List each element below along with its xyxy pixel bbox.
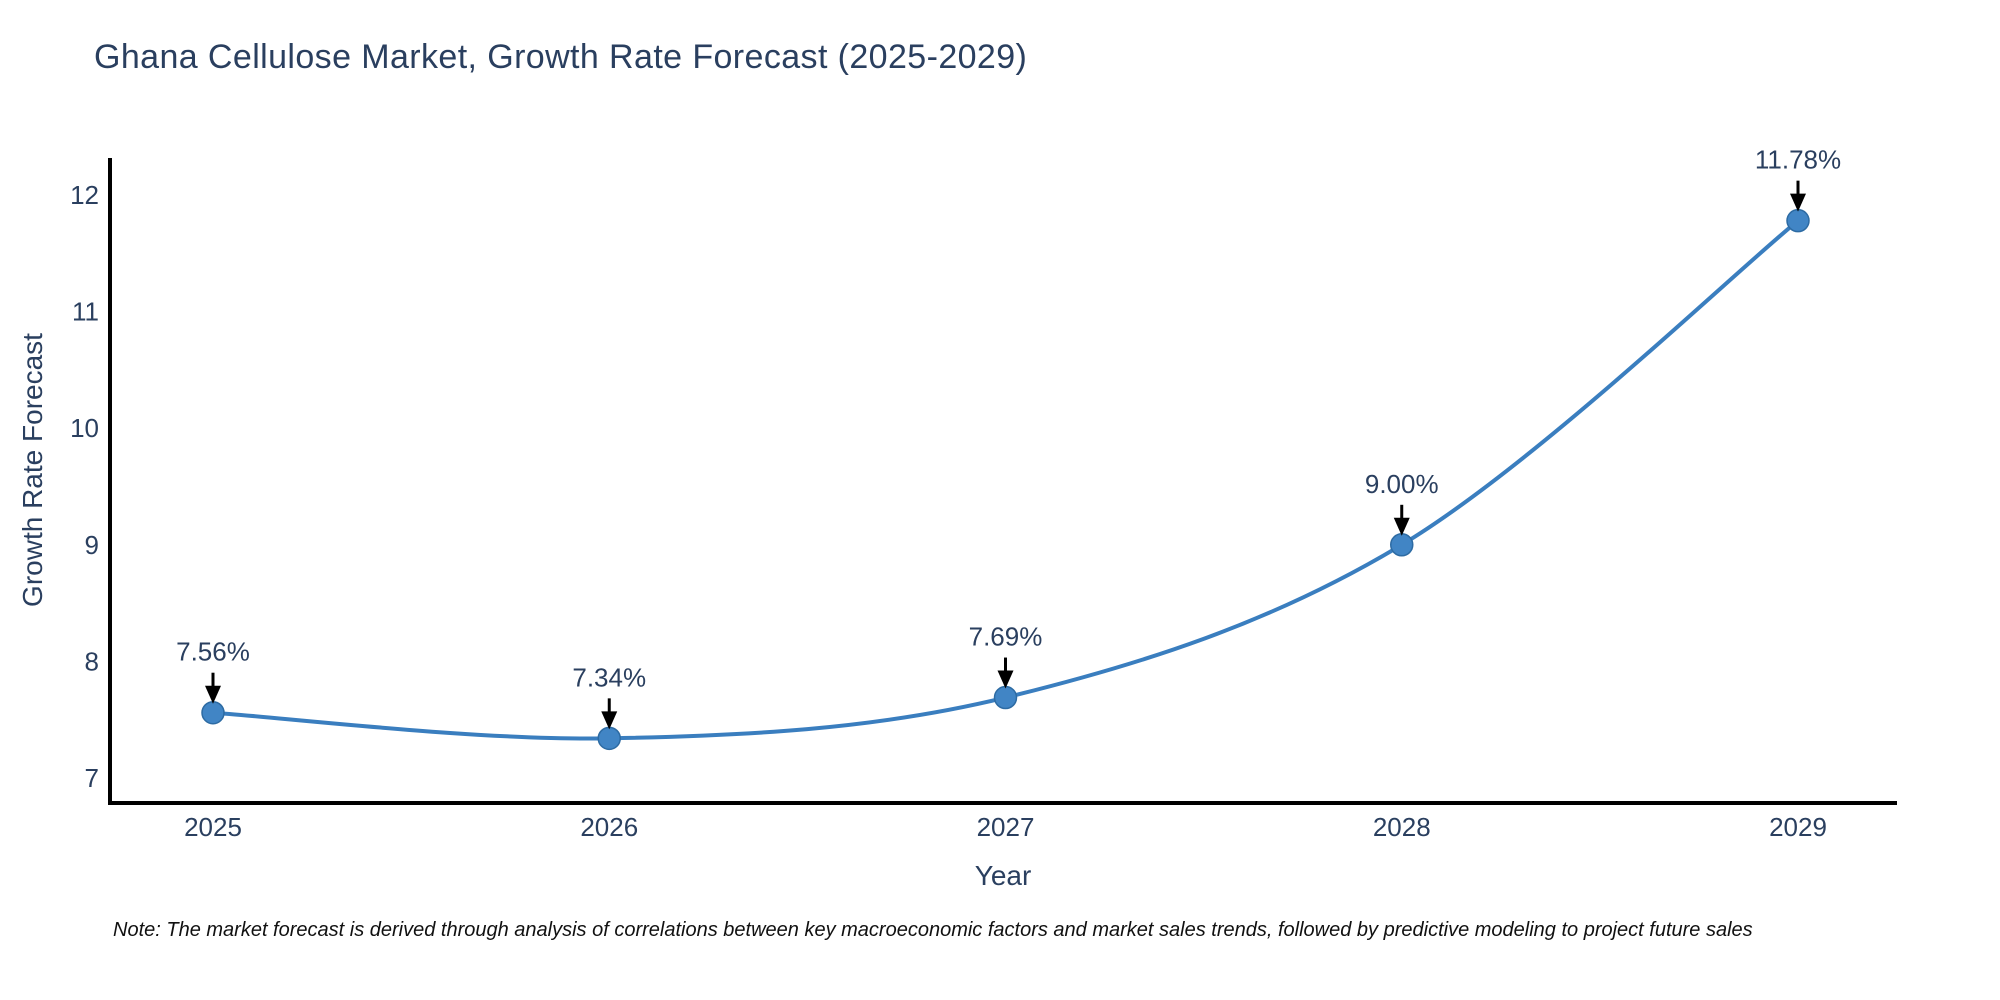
data-point-label: 11.78% (1755, 145, 1841, 175)
annotation-arrowhead-icon (1790, 193, 1806, 212)
chart-title: Ghana Cellulose Market, Growth Rate Fore… (94, 38, 1028, 76)
data-point-label: 7.34% (572, 662, 646, 692)
data-point-marker[interactable] (597, 726, 621, 751)
x-axis-title: Year (974, 860, 1032, 891)
data-point-label: 7.56% (176, 637, 250, 667)
x-tick-label: 2029 (1769, 812, 1827, 842)
footnote: Note: The market forecast is derived thr… (113, 919, 1753, 941)
x-tick-label: 2026 (580, 812, 638, 842)
y-tick-label: 8 (85, 646, 99, 676)
annotation-arrowhead-icon (997, 670, 1014, 689)
y-tick-label: 12 (70, 180, 99, 210)
y-tick-label: 11 (72, 297, 99, 327)
annotation-arrowhead-icon (601, 711, 618, 730)
annotation-arrowhead-icon (1393, 517, 1410, 536)
data-point-label: 9.00% (1365, 469, 1439, 499)
data-point-marker[interactable] (993, 685, 1018, 710)
data-point-label: 7.69% (969, 622, 1043, 652)
x-tick-label: 2028 (1373, 812, 1431, 842)
x-tick-label: 2027 (977, 812, 1035, 842)
data-point-marker[interactable] (1390, 533, 1414, 557)
data-point-marker[interactable] (1786, 208, 1810, 233)
y-tick-label: 10 (70, 413, 99, 443)
data-point-marker[interactable] (201, 700, 225, 725)
y-tick-label: 7 (85, 763, 99, 793)
annotation-arrowhead-icon (205, 685, 221, 704)
y-tick-label: 9 (85, 530, 99, 560)
x-tick-label: 2025 (184, 812, 242, 842)
